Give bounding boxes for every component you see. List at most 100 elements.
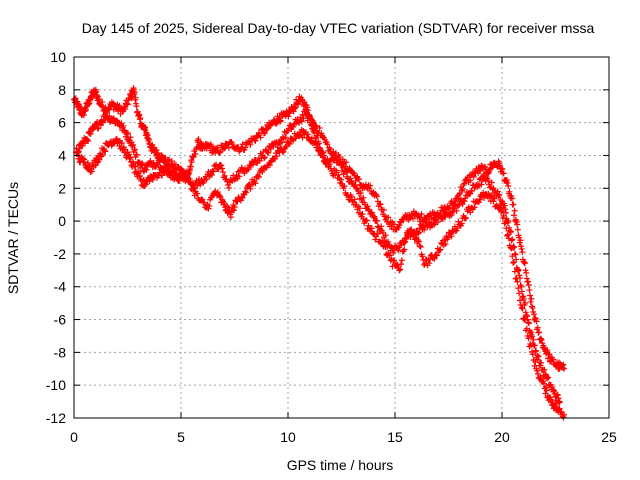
data-point [427,212,434,219]
data-point [522,299,529,306]
data-point [516,234,523,241]
data-point [261,155,268,162]
data-point [149,176,156,183]
data-point [127,134,134,141]
data-point [434,219,441,226]
data-point [415,238,422,245]
data-point [168,158,175,165]
data-point [99,151,106,158]
data-point [510,212,517,219]
data-point [527,329,534,336]
data-point [247,141,254,148]
axis-ticks: 0 5 10 15 20 25 -12 -10 -8 -6 -4 -2 0 2 4 6 8 10 [46,49,617,445]
data-point [463,214,470,221]
data-point [527,298,534,305]
data-point [255,174,262,181]
data-point [131,89,138,96]
data-point [276,114,283,121]
data-point [206,203,213,210]
data-point [242,144,249,151]
data-point [445,234,452,241]
data-point [124,130,131,137]
data-point [221,145,228,152]
data-point [219,168,226,175]
data-point [537,374,544,381]
data-point [381,239,388,246]
data-point [330,148,337,155]
data-point [561,411,568,418]
data-point [401,239,408,246]
data-point [88,168,95,175]
data-point [519,305,526,312]
data-point [273,153,280,160]
data-point [335,171,342,178]
data-point [137,164,144,171]
data-point [314,140,321,147]
data-point [470,173,477,180]
data-point [372,236,379,243]
y-tick-label: 0 [58,213,66,229]
data-point [467,177,474,184]
data-point [85,137,92,144]
data-point [551,387,558,394]
data-point [426,260,433,267]
data-point [261,130,268,137]
data-point [380,207,387,214]
data-point [292,104,299,111]
data-point [282,144,289,151]
data-point [81,156,88,163]
data-point [101,147,108,154]
data-point [318,148,325,155]
data-point [378,223,385,230]
data-point [87,130,94,137]
data-point [343,159,350,166]
data-point [84,159,91,166]
data-point [442,240,449,247]
data-point [93,89,100,96]
data-point [500,212,507,219]
data-point [552,401,559,408]
data-point [313,123,320,130]
data-point [236,173,243,180]
data-point [102,148,109,155]
y-axis-label: SDTVAR / TECUs [5,182,21,294]
data-point [532,348,539,355]
data-point [131,146,138,153]
data-point [382,244,389,251]
data-point [526,287,533,294]
data-point [124,101,131,108]
data-point [332,153,339,160]
data-point [509,253,516,260]
data-point [208,171,215,178]
y-tick-label: -6 [54,312,67,328]
data-point [183,175,190,182]
data-point [534,352,541,359]
data-point [503,225,510,232]
data-point [497,204,504,211]
data-point [510,259,517,266]
data-point [216,149,223,156]
data-point [525,319,532,326]
y-tick-label: 8 [58,82,66,98]
data-point [521,316,528,323]
data-point [525,278,532,285]
data-point [500,170,507,177]
y-tick-label: -4 [54,279,67,295]
y-tick-label: -8 [54,344,67,360]
data-point [496,191,503,198]
data-point [540,380,547,387]
data-point [293,100,300,107]
data-point [200,199,207,206]
data-point [367,182,374,189]
data-point [84,137,91,144]
data-point [125,151,132,158]
data-point [351,196,358,203]
data-point [421,226,428,233]
x-axis-label: GPS time / hours [287,457,394,473]
data-point [485,170,492,177]
data-point [454,225,461,232]
data-point [401,246,408,253]
data-point [386,252,393,259]
data-point [458,187,465,194]
data-point [173,167,180,174]
